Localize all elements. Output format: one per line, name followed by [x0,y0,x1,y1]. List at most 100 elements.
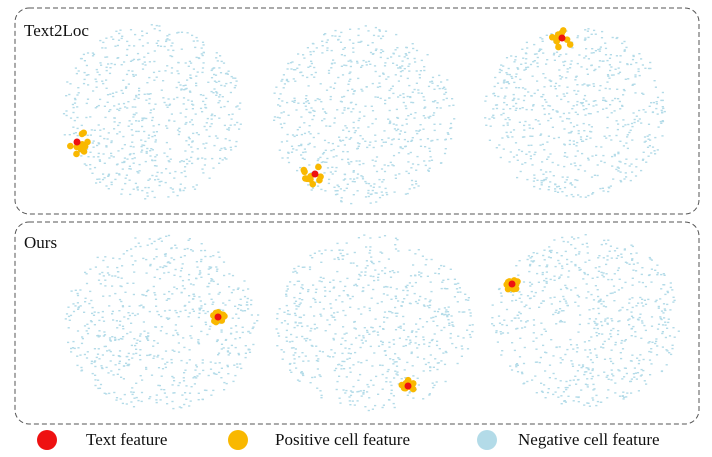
negative-point [128,165,131,167]
negative-point [428,160,431,162]
negative-point [146,147,149,150]
negative-point [299,166,302,169]
negative-point [623,396,626,398]
negative-point [339,402,342,404]
negative-point [596,327,599,330]
negative-point [120,300,123,303]
negative-point [579,102,582,104]
negative-point [224,304,227,306]
negative-point [616,166,619,168]
negative-point [630,253,633,255]
negative-point [516,364,519,366]
negative-point [340,54,343,56]
negative-point [135,120,138,122]
negative-point [538,48,542,50]
negative-point [517,98,520,100]
negative-point [594,322,597,324]
negative-point [112,156,115,158]
negative-point [204,303,207,305]
negative-point [376,302,379,305]
negative-point [315,359,318,362]
negative-point [505,308,509,311]
negative-point [402,93,405,95]
negative-point [202,369,205,372]
negative-point [565,53,568,55]
negative-point [383,321,386,323]
negative-point [158,384,161,387]
negative-point [228,352,232,354]
negative-point [620,357,623,360]
negative-point [347,352,350,354]
negative-point [416,302,419,305]
negative-point [576,294,579,297]
negative-point [76,292,79,295]
negative-point [168,172,172,174]
negative-point [302,360,305,362]
negative-point [343,64,346,66]
negative-point [469,312,472,314]
negative-point [370,193,373,195]
negative-point [668,352,671,354]
negative-point [213,73,216,76]
negative-point [218,100,221,102]
negative-point [575,104,579,106]
negative-point [577,194,580,196]
negative-point [459,291,462,293]
negative-point [666,350,669,352]
negative-point [179,84,182,86]
negative-point [511,294,515,296]
negative-point [202,172,205,174]
negative-point [310,172,313,174]
negative-point [112,257,115,259]
negative-point [586,30,589,32]
negative-point [222,309,225,311]
negative-point [337,145,340,147]
negative-point [621,378,624,380]
negative-point [96,144,99,147]
negative-point [159,330,162,332]
negative-point [116,266,119,269]
negative-point [618,71,622,73]
negative-point [515,154,518,156]
negative-point [93,348,96,350]
negative-point [542,73,545,75]
negative-point [357,145,360,147]
negative-point [655,354,659,356]
negative-point [327,142,330,144]
negative-point [381,406,384,409]
negative-point [300,286,303,289]
negative-point [655,338,658,340]
negative-point [392,138,395,140]
negative-point [125,73,129,76]
negative-point [399,146,402,148]
negative-point [438,308,441,310]
positive-point [549,33,556,41]
negative-point [341,255,344,257]
negative-point [518,297,521,299]
negative-point [289,62,293,64]
negative-point [373,65,377,67]
negative-point [530,260,533,262]
negative-point [326,49,329,52]
negative-point [635,270,638,272]
negative-point [647,298,650,301]
negative-point [354,283,357,286]
negative-point [426,54,429,56]
negative-point [393,128,396,130]
negative-point [623,248,626,250]
negative-point [244,356,247,359]
negative-point [323,286,326,288]
negative-point [374,134,377,136]
negative-point [424,117,427,119]
negative-point [205,129,208,131]
negative-point [237,307,240,310]
negative-point [589,137,592,139]
negative-point [643,380,646,382]
negative-point [566,263,569,265]
negative-point [406,192,409,195]
negative-point [70,290,73,292]
negative-point [151,174,154,177]
negative-point [299,302,302,304]
negative-point [312,284,315,286]
negative-point [547,256,551,258]
